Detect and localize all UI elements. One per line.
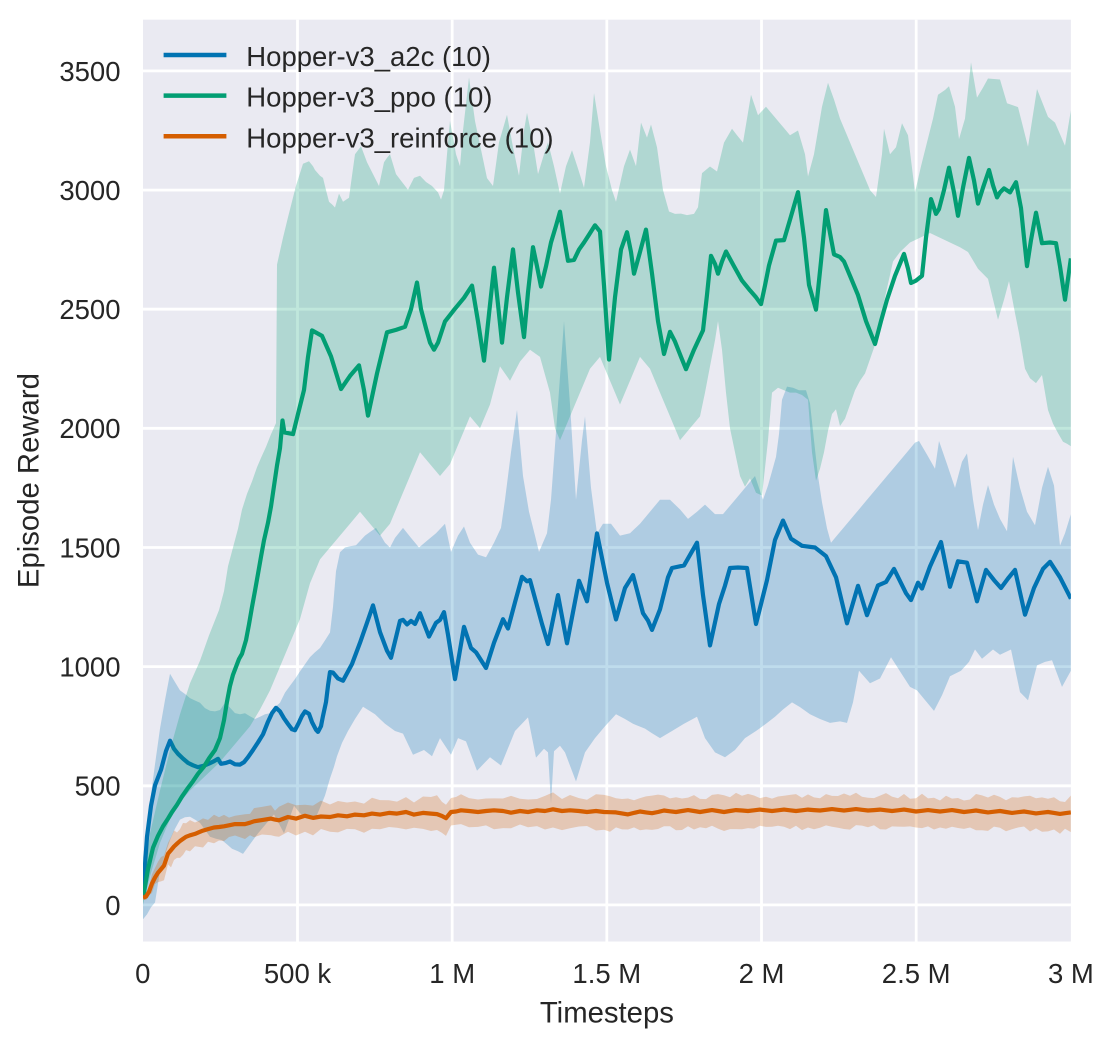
svg-text:2 M: 2 M bbox=[739, 958, 785, 989]
svg-text:Hopper-v3_reinforce (10): Hopper-v3_reinforce (10) bbox=[246, 122, 553, 153]
svg-text:500: 500 bbox=[75, 771, 121, 802]
svg-text:2000: 2000 bbox=[59, 413, 120, 444]
svg-text:1 M: 1 M bbox=[429, 958, 475, 989]
svg-text:Episode Reward: Episode Reward bbox=[13, 373, 46, 588]
svg-text:3 M: 3 M bbox=[1048, 958, 1094, 989]
svg-text:500 k: 500 k bbox=[264, 958, 332, 989]
svg-text:Timesteps: Timesteps bbox=[540, 997, 674, 1030]
svg-text:Hopper-v3_a2c (10): Hopper-v3_a2c (10) bbox=[246, 41, 491, 72]
svg-text:0: 0 bbox=[135, 958, 150, 989]
svg-text:2500: 2500 bbox=[59, 294, 120, 325]
svg-text:1500: 1500 bbox=[59, 532, 120, 563]
svg-text:1.5 M: 1.5 M bbox=[572, 958, 641, 989]
svg-text:3000: 3000 bbox=[59, 175, 120, 206]
svg-text:2.5 M: 2.5 M bbox=[882, 958, 951, 989]
svg-text:1000: 1000 bbox=[59, 652, 120, 683]
svg-text:3500: 3500 bbox=[59, 56, 120, 87]
svg-text:0: 0 bbox=[105, 890, 120, 921]
svg-text:Hopper-v3_ppo (10): Hopper-v3_ppo (10) bbox=[246, 82, 492, 113]
